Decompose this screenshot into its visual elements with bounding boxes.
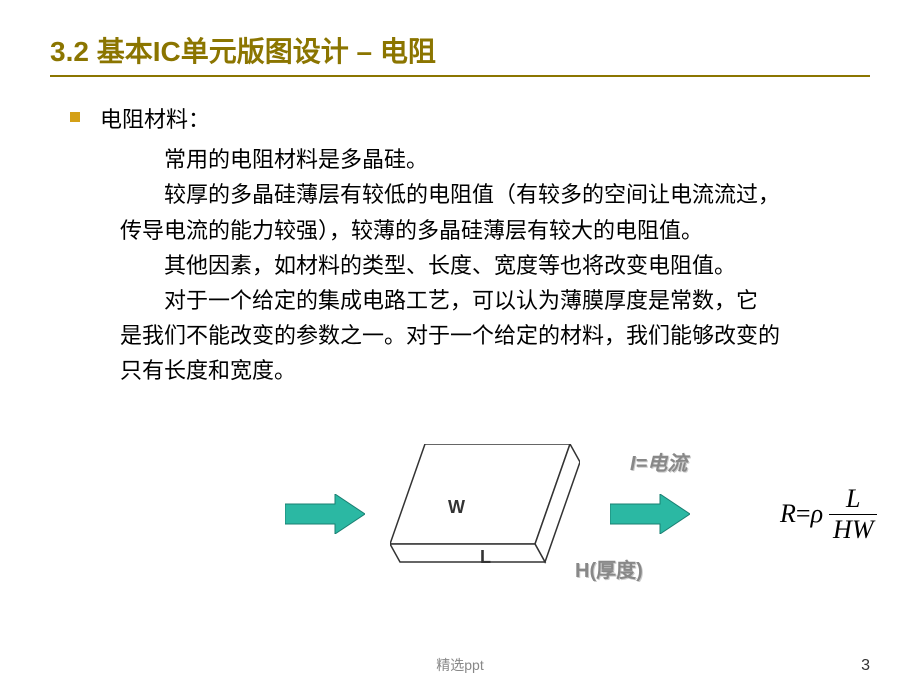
label-l: L [480, 547, 491, 568]
formula-numerator: L [838, 484, 868, 514]
formula-rho: ρ [811, 499, 823, 529]
diagram-area: W L I=电流 H(厚度) R = ρ L HW [50, 419, 870, 599]
bullet-row: 电阻材料： [70, 102, 870, 137]
paragraph-4c: 只有长度和宽度。 [120, 353, 870, 388]
paragraph-1: 常用的电阻材料是多晶硅。 [120, 142, 870, 177]
paragraph-4a: 对于一个给定的集成电路工艺，可以认为薄膜厚度是常数，它 [120, 283, 870, 318]
arrow-left-icon [285, 494, 365, 534]
label-w: W [448, 497, 465, 518]
label-h: H(厚度) [575, 554, 643, 583]
label-i: I=电流 [630, 447, 687, 476]
formula: R = ρ L HW [780, 484, 877, 545]
title-underline [50, 75, 870, 77]
page-number: 3 [861, 657, 870, 675]
bullet-icon [70, 112, 80, 122]
paragraph-3: 其他因素，如材料的类型、长度、宽度等也将改变电阻值。 [120, 248, 870, 283]
paragraph-2b: 传导电流的能力较强），较薄的多晶硅薄层有较大的电阻值。 [120, 213, 870, 248]
formula-fraction: L HW [829, 484, 877, 545]
arrow-right-icon [610, 494, 690, 534]
paragraph-4b: 是我们不能改变的参数之一。对于一个给定的材料，我们能够改变的 [120, 318, 870, 353]
paragraph-2a: 较厚的多晶硅薄层有较低的电阻值（有较多的空间让电流流过， [120, 177, 870, 212]
formula-eq: = [796, 499, 811, 529]
footer-text: 精选ppt [0, 655, 920, 675]
slide: 3.2 基本IC单元版图设计 – 电阻 电阻材料： 常用的电阻材料是多晶硅。 较… [0, 0, 920, 690]
formula-denominator: HW [829, 515, 877, 545]
slide-title: 3.2 基本IC单元版图设计 – 电阻 [50, 30, 870, 70]
content-area: 电阻材料： 常用的电阻材料是多晶硅。 较厚的多晶硅薄层有较低的电阻值（有较多的空… [50, 102, 870, 389]
bullet-text: 电阻材料： [100, 102, 210, 137]
formula-lhs: R [780, 499, 796, 529]
